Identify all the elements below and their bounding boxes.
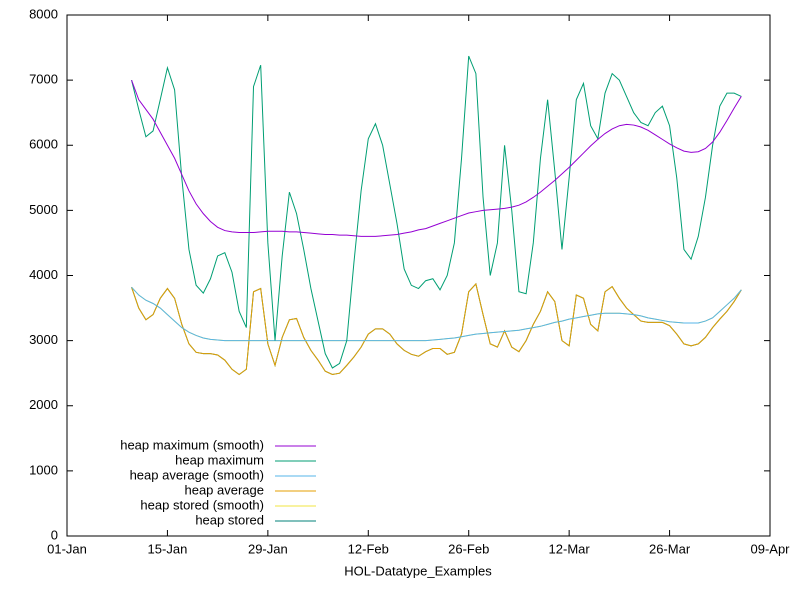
x-tick-label: 12-Mar — [549, 541, 591, 556]
x-tick-label: 09-Apr — [750, 541, 790, 556]
y-tick-label: 1000 — [29, 462, 58, 477]
y-tick-label: 8000 — [29, 6, 58, 21]
x-tick-label: 01-Jan — [47, 541, 87, 556]
series-line — [131, 286, 742, 342]
series-line — [131, 55, 742, 369]
y-tick-label: 2000 — [29, 397, 58, 412]
legend-label: heap average (smooth) — [130, 467, 264, 482]
y-tick-label: 5000 — [29, 202, 58, 217]
y-tick-label: 7000 — [29, 72, 58, 87]
x-tick-label: 15-Jan — [148, 541, 188, 556]
legend-label: heap stored — [195, 512, 264, 527]
x-tick-label: 29-Jan — [248, 541, 288, 556]
series-line — [131, 286, 742, 342]
plot-border — [66, 14, 771, 537]
legend-label: heap maximum — [175, 452, 264, 467]
y-tick-label: 6000 — [29, 137, 58, 152]
series-line — [131, 282, 742, 376]
series-line — [131, 282, 742, 376]
legend-label: heap average — [184, 482, 264, 497]
series-line — [131, 79, 742, 237]
legend-label: heap stored (smooth) — [140, 497, 264, 512]
y-tick-label: 0 — [51, 527, 58, 542]
y-tick-label: 3000 — [29, 332, 58, 347]
x-axis-label: HOL-Datatype_Examples — [344, 563, 492, 578]
x-tick-label: 26-Mar — [649, 541, 691, 556]
x-tick-label: 12-Feb — [348, 541, 389, 556]
x-tick-label: 26-Feb — [448, 541, 489, 556]
legend-label: heap maximum (smooth) — [120, 437, 264, 452]
y-tick-label: 4000 — [29, 267, 58, 282]
